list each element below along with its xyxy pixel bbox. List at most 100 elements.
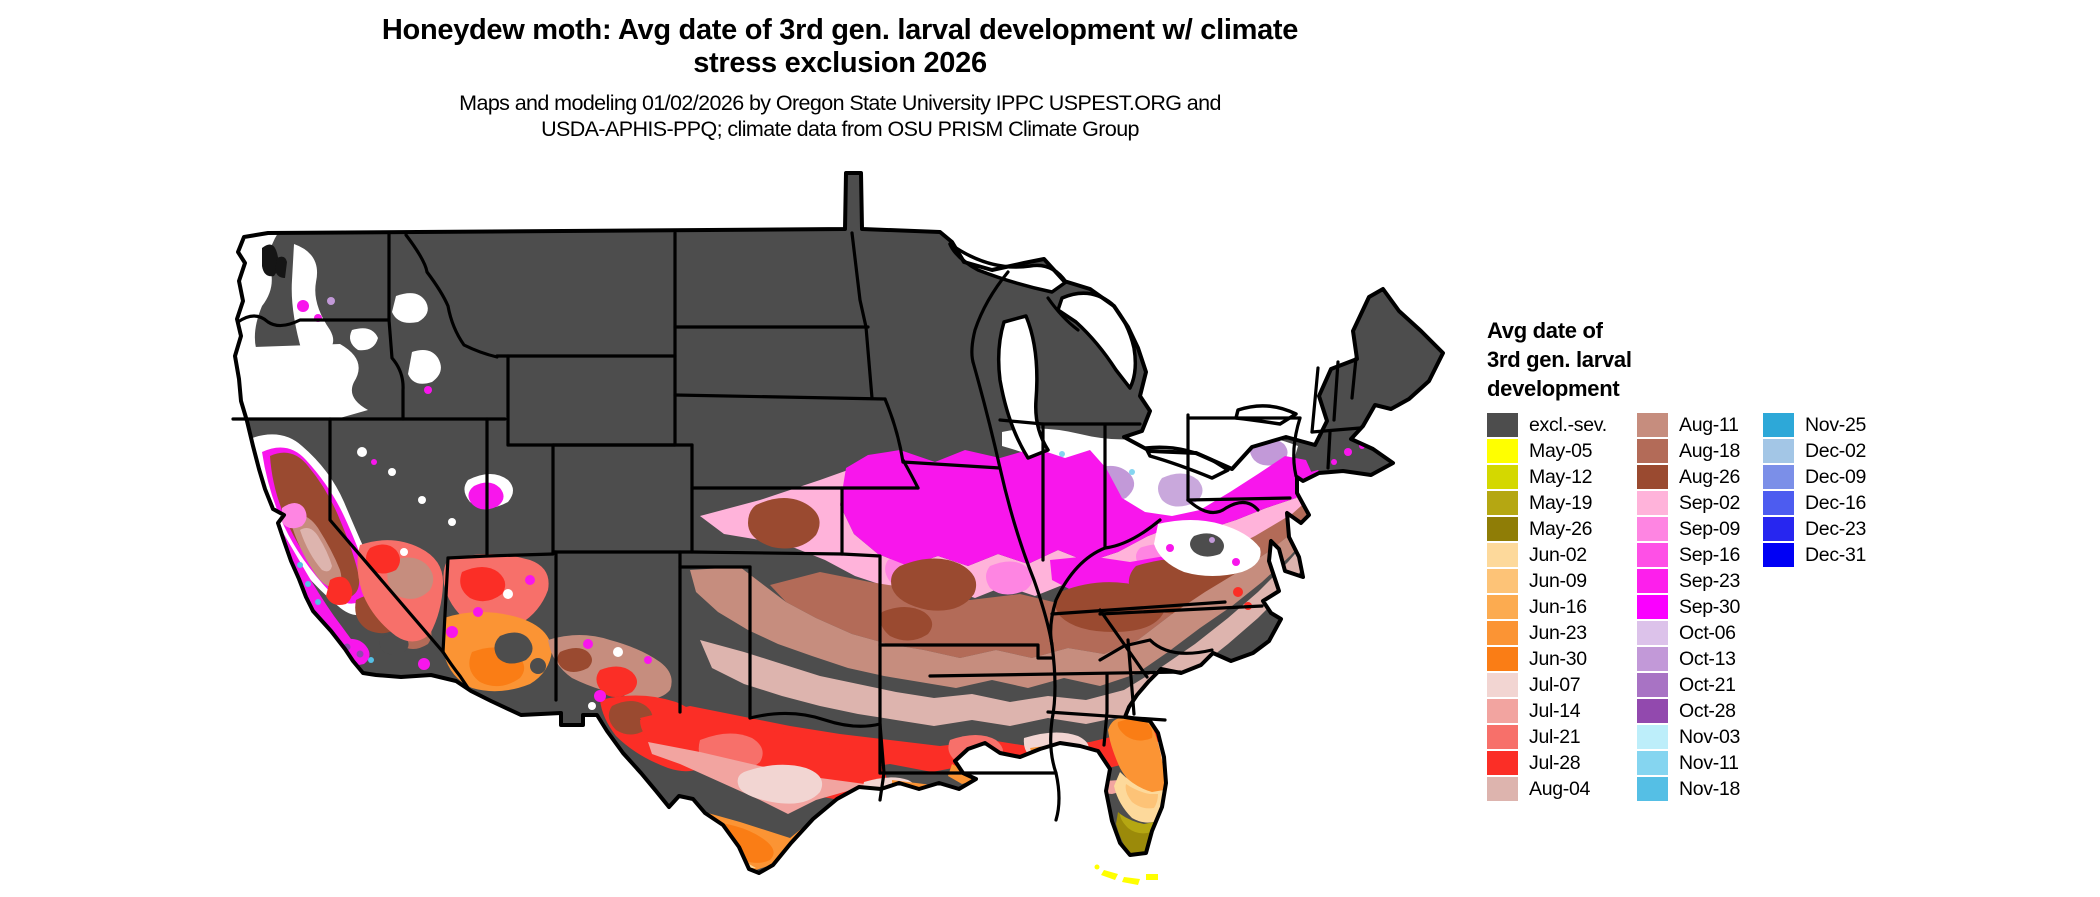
title-line-2: stress exclusion 2026	[693, 47, 987, 79]
page-subtitle: Maps and modeling 01/02/2026 by Oregon S…	[140, 90, 1540, 142]
legend-swatch	[1487, 699, 1518, 723]
map-region-fl-olive-light	[1120, 814, 1154, 834]
map-speck-socal-purple-2	[356, 650, 364, 658]
map-speck-nm-magenta-1	[583, 639, 593, 649]
subtitle-line-2: USDA-APHIS-PPQ; climate data from OSU PR…	[541, 117, 1139, 141]
legend-label: Dec-09	[1805, 465, 1867, 488]
legend-swatch	[1763, 439, 1794, 463]
legend-label: Jun-30	[1529, 647, 1587, 670]
legend-label: Sep-30	[1679, 595, 1741, 618]
legend-row: Sep-16	[1637, 542, 1763, 568]
map-region-brown-ks	[748, 498, 820, 549]
map-region-va-gray	[1190, 533, 1224, 557]
legend-title-line-1: Avg date of	[1487, 318, 1603, 343]
map-region-puget-sound-1	[262, 244, 279, 277]
legend-row: Jul-07	[1487, 672, 1637, 698]
legend-swatch	[1637, 621, 1668, 645]
map-region-mojave-tan	[387, 557, 434, 599]
legend-row: Nov-18	[1637, 776, 1763, 802]
legend-label: Aug-04	[1529, 777, 1591, 800]
legend-swatch	[1487, 725, 1518, 749]
map-speck-az-magenta-1	[446, 626, 458, 638]
legend-title-line-3: development	[1487, 376, 1620, 401]
map-region-lightpink-tx	[737, 764, 823, 804]
map-speck-ne-magenta-3	[1331, 459, 1337, 465]
legend-row: Jul-28	[1487, 750, 1637, 776]
legend-label: May-12	[1529, 465, 1593, 488]
map-region-az-red-blob	[460, 567, 506, 602]
legend-title-line-2: 3rd gen. larval	[1487, 347, 1632, 372]
legend-label: Dec-31	[1805, 543, 1867, 566]
map-region-tan-band	[690, 508, 1316, 688]
legend-row: Jul-14	[1487, 698, 1637, 724]
map-region-brown-mo	[891, 558, 977, 611]
legend-label: Dec-23	[1805, 517, 1867, 540]
legend-swatch	[1637, 777, 1668, 801]
legend-title: Avg date of 3rd gen. larval development	[1487, 316, 1917, 403]
legend-label: Oct-28	[1679, 699, 1736, 722]
legend-label: Sep-23	[1679, 569, 1741, 592]
legend-column-3: Nov-25 Dec-02 Dec-09 Dec-16 Dec-23 Dec-31	[1763, 412, 1893, 802]
legend-label: Aug-11	[1679, 413, 1739, 436]
legend-row: May-19	[1487, 490, 1637, 516]
legend-swatch	[1487, 491, 1518, 515]
legend-row: May-26	[1487, 516, 1637, 542]
map-region-id-white-1	[392, 293, 428, 323]
us-outline	[233, 171, 1445, 875]
legend-swatch	[1487, 413, 1518, 437]
map-speck-nv-1	[357, 447, 367, 457]
legend-swatch	[1637, 725, 1668, 749]
legend-swatch	[1763, 465, 1794, 489]
map-region-pink-band	[700, 470, 1318, 598]
legend-row: Aug-26	[1637, 464, 1763, 490]
legend-swatch	[1637, 647, 1668, 671]
map-region-fl-keys	[1094, 864, 1158, 885]
legend-row: Sep-09	[1637, 516, 1763, 542]
legend-swatch	[1487, 439, 1518, 463]
legend-label: Jun-16	[1529, 595, 1587, 618]
legend-swatch	[1637, 465, 1668, 489]
legend-swatch	[1487, 517, 1518, 541]
map-speck-nv-3	[418, 496, 426, 504]
map-speck-ca-cyan-2	[305, 581, 311, 587]
legend-row: Sep-23	[1637, 568, 1763, 594]
map-speck-nv-5	[371, 459, 377, 465]
legend-row: Jun-23	[1487, 620, 1637, 646]
state-borders	[231, 231, 1362, 822]
legend-swatch	[1763, 413, 1794, 437]
legend-label: Jul-28	[1529, 751, 1581, 774]
legend-swatch	[1487, 465, 1518, 489]
legend-swatch	[1637, 491, 1668, 515]
legend-columns: excl.-sev. May-05 May-12 May-19 May-26 Jun-02…	[1487, 412, 1917, 802]
legend-row: May-12	[1487, 464, 1637, 490]
legend-label: excl.-sev.	[1529, 413, 1607, 436]
legend-row: Sep-30	[1637, 594, 1763, 620]
map-speck-mojave-white	[400, 548, 408, 556]
legend-label: Aug-26	[1679, 465, 1741, 488]
legend-row: Aug-11	[1637, 412, 1763, 438]
legend-swatch	[1487, 647, 1518, 671]
legend-column-1: excl.-sev. May-05 May-12 May-19 May-26 Jun-02…	[1487, 412, 1637, 802]
legend-row: Nov-25	[1763, 412, 1893, 438]
map-speck-nm-magenta-2	[644, 656, 652, 664]
map-speck-az-white-1	[503, 589, 513, 599]
legend-swatch	[1637, 413, 1668, 437]
legend-label: Dec-16	[1805, 491, 1867, 514]
map-speck-nm-white	[613, 647, 623, 657]
map-speck-wtx-magenta	[594, 690, 606, 702]
map-region-socal-magenta-2	[418, 658, 430, 670]
map-region-nm-red	[596, 666, 637, 697]
legend-label: Nov-03	[1679, 725, 1741, 748]
map-region-ca-red-blob	[326, 576, 353, 605]
map-speck-az-magenta-2	[473, 607, 483, 617]
legend-swatch	[1637, 439, 1668, 463]
map-region-fl-peach-deep	[1125, 784, 1158, 809]
map-region-nm-brown	[557, 648, 592, 672]
map-speck-ne-magenta-1	[1344, 448, 1352, 456]
legend-row: Jun-09	[1487, 568, 1637, 594]
legend-swatch	[1637, 595, 1668, 619]
legend-row: Dec-23	[1763, 516, 1893, 542]
map-region-az-gray-1	[494, 632, 533, 664]
lake-ontario	[1234, 404, 1298, 426]
legend-swatch	[1487, 569, 1518, 593]
